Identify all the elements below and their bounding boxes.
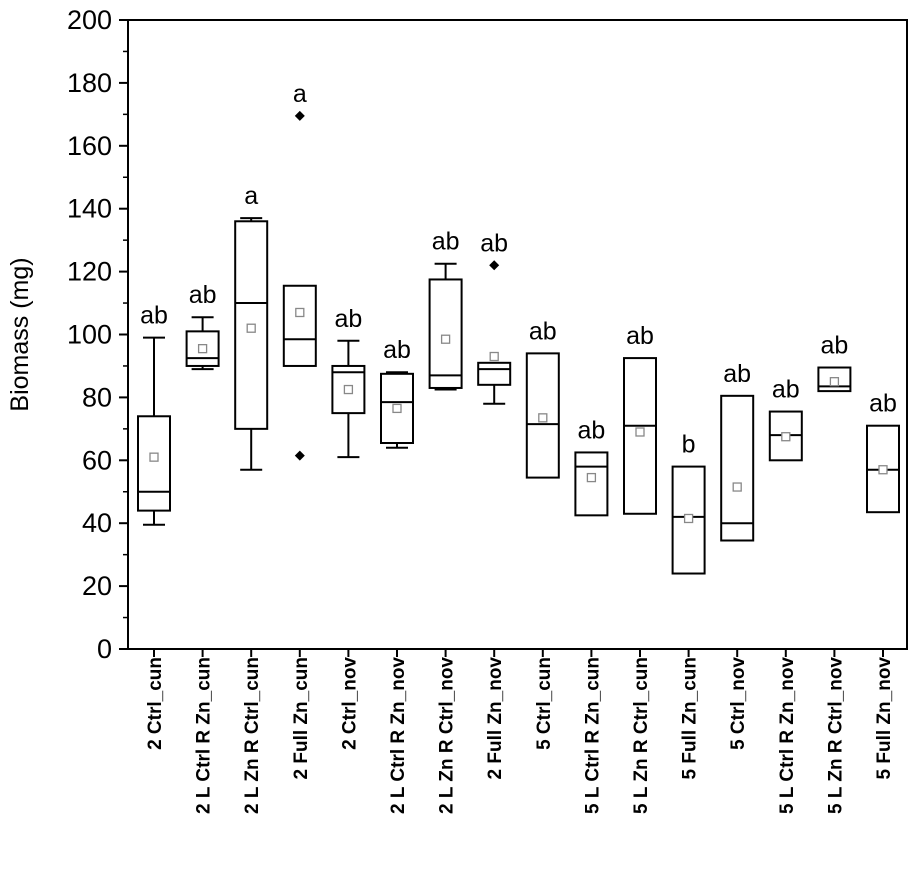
mean-marker [781,432,791,442]
x-tick-label: 5 Ctrl_nov [728,657,749,750]
significance-letter: ab [189,281,217,309]
y-tick-label: 40 [82,508,112,538]
y-tick-label: 100 [67,320,112,350]
box-iqr [331,364,366,415]
mean-marker [392,403,402,414]
box-iqr [282,284,317,367]
box-group: ab [768,376,803,462]
significance-letter: ab [869,390,897,418]
y-tick-label: 160 [67,131,112,161]
mean-marker [683,513,694,524]
y-tick-label: 0 [97,634,112,664]
x-tick-label: 5 Full Zn_nov [874,657,895,780]
x-tick-label: 5 Full Zn_cun [680,657,701,779]
box-group: ab [185,281,220,371]
box-group: ab [574,416,609,517]
box-group: a [282,80,317,461]
y-axis-label: Biomass (mg) [6,257,34,411]
mean-marker [829,377,840,387]
significance-letter: ab [432,228,460,256]
significance-letter: ab [383,336,411,364]
mean-marker [878,465,888,475]
box-group: ab [331,305,366,459]
significance-letter: ab [140,302,168,330]
significance-letter: ab [577,416,605,444]
box-group: ab [817,332,852,393]
significance-letter: ab [480,229,508,257]
x-tick-label: 2 L Zn R Ctrl_cun [242,657,263,814]
box-iqr [428,278,463,389]
mean-marker [295,307,305,318]
x-tick-label: 5 L Ctrl R Zn_cun [582,657,603,814]
box-group: ab [380,336,414,449]
box-iqr [720,394,755,542]
mean-marker [440,334,451,344]
plot-frame [127,19,908,650]
box-group: a [234,182,269,471]
box-group: ab [477,229,512,405]
significance-letter: b [682,431,696,459]
mean-marker [489,351,499,362]
x-tick-label: 2 L Ctrl R Zn_nov [388,657,409,814]
y-tick-label: 20 [82,571,112,601]
x-tick-label: 2 L Zn R Ctrl_nov [437,657,458,814]
mean-marker [732,482,742,492]
box-iqr [234,220,269,430]
y-tick-label: 200 [67,5,112,35]
mean-marker [635,427,645,437]
x-tick-label: 2 L Ctrl R Zn_cun [194,657,215,814]
mean-marker [538,413,548,423]
significance-letter: ab [723,360,751,388]
box-group: b [671,431,706,575]
significance-letter: ab [626,322,654,350]
box-iqr [623,357,657,515]
mean-marker [343,384,354,395]
box-group: ab [137,302,171,526]
x-tick-label: 2 Ctrl_cun [145,657,166,750]
y-tick-label: 60 [82,445,112,475]
x-tick-label: 5 L Zn R Ctrl_cun [631,657,652,814]
x-tick-label: 2 Full Zn_nov [485,657,506,780]
box-iqr [574,451,609,517]
significance-letter: a [293,80,307,108]
y-axis: 0 20 40 60 80 100 120 140 160 180 200 [67,5,128,664]
y-tick-label: 80 [82,382,112,412]
box-iqr [525,352,560,479]
significance-letter: ab [529,317,557,345]
mean-marker [246,323,256,333]
significance-letter: ab [772,376,800,404]
box-iqr [185,330,220,367]
x-tick-label: 2 Full Zn_cun [291,657,312,779]
y-tick-label: 120 [67,257,112,287]
box-iqr [817,366,852,393]
outlier-point [294,450,305,461]
box-iqr [477,361,512,386]
box-iqr [380,372,414,445]
x-tick-label: 5 Ctrl_cun [534,657,555,750]
significance-letter: ab [334,305,362,333]
x-tick-label: 2 Ctrl_nov [339,657,360,750]
box-iqr [671,465,706,575]
box-group: ab [428,228,463,391]
mean-marker [586,472,597,483]
box-group: ab [525,317,560,479]
mean-marker [197,344,208,354]
mean-marker [149,452,159,462]
box-group: ab [623,322,657,515]
box-group: ab [866,390,900,514]
y-tick-label: 180 [67,68,112,98]
y-tick-label: 140 [67,194,112,224]
box-iqr [137,415,171,512]
x-axis: 2 Ctrl_cun 2 L Ctrl R Zn_cun 2 L Zn R Ctrl… [145,649,895,814]
outlier-point [489,260,500,271]
outlier-point [294,110,305,121]
significance-letter: ab [820,332,848,360]
x-tick-label: 5 L Ctrl R Zn_nov [777,657,798,814]
significance-letter: a [244,182,258,210]
box-group: ab [720,360,755,542]
x-tick-label: 5 L Zn R Ctrl_nov [825,657,846,814]
